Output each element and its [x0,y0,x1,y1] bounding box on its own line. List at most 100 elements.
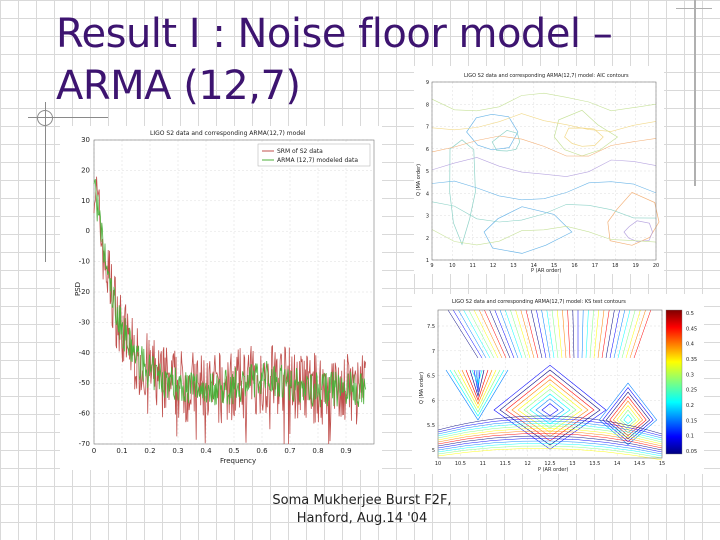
ks-contour-line [473,309,499,359]
ks-contour-line [463,309,491,359]
ks-contour-line [457,369,497,409]
ks-contour-line [447,309,479,359]
aic-contour-line [431,157,657,177]
psd-y-tick-label: -70 [79,440,90,448]
ks-ylabel: Q (MA order) [419,372,425,404]
aic-y-tick-label: 5 [426,169,429,175]
ks-contour-line [589,309,594,359]
aic-x-tick-label: 11 [470,263,476,269]
aic-contour-line [431,113,657,132]
decorative-right-tick [676,8,712,9]
slide-title: Result I : Noise floor model – ARMA (12,… [56,8,613,112]
ks-colorbar-tick-label: 0.1 [686,434,694,440]
ks-contour-line [617,309,631,359]
ks-contour-line [437,448,663,461]
ks-y-tick-label: 5.5 [427,423,435,429]
ks-colorbar-tick-label: 0.5 [686,311,694,317]
psd-chart-svg: LIGO S2 data and corresponding ARMA(12,7… [74,130,375,465]
ks-colorbar-tick-label: 0.3 [686,372,694,378]
psd-x-tick-label: 0.3 [172,447,183,455]
decorative-vertical-line [45,102,46,262]
aic-x-tick-label: 17 [592,263,598,269]
ks-x-tick-label: 11.5 [500,461,511,467]
psd-y-tick-label: 0 [86,227,90,235]
aic-chart-title: LIGO S2 data and corresponding ARMA(12,7… [464,73,629,79]
aic-contour-line [491,130,521,152]
psd-legend: SRM of S2 data ARMA (12,7) modeled data [257,143,371,167]
ks-contour-svg: LIGO S2 data and corresponding ARMA(12,7… [419,299,697,473]
ks-contour-line [609,396,647,436]
aic-contour-line [431,180,657,201]
ks-y-tick-label: 7.5 [427,324,435,330]
ks-contour-line [602,387,654,442]
aic-contour-line [466,113,519,151]
ks-contour-line [536,309,547,359]
aic-contour-line [449,139,476,246]
ks-contour-line [437,418,663,437]
ks-contour-line [581,309,584,359]
ks-plot-frame [437,309,663,459]
ks-colorbar [665,309,683,455]
slide-footer: Soma Mukherjee Burst F2F, Hanford, Aug.1… [252,492,472,528]
ks-contour-line [529,393,571,425]
decorative-right-line [694,0,696,186]
psd-y-tick-label: 10 [81,197,90,205]
psd-plot-frame [93,139,375,445]
ks-contour-line [437,435,663,451]
aic-x-tick-label: 16 [571,263,577,269]
aic-contour-line [623,220,653,242]
ks-contour-line [613,309,626,359]
psd-y-tick-label: -40 [79,349,90,357]
aic-ylabel: Q (MA order) [416,164,422,196]
ks-contour-line [515,309,531,359]
ks-colorbar-tick-label: 0.15 [686,418,697,424]
ks-contour-line [520,309,535,359]
ks-contour-line [453,369,501,413]
aic-contour-line [553,109,619,157]
aic-x-tick-label: 9 [430,263,433,269]
ks-contour-line [499,309,519,359]
ks-contour-line [562,309,567,359]
ks-contour-line [504,309,523,359]
ks-contour-line [475,369,479,389]
ks-contour-line [517,384,583,433]
slide-title-line2: ARMA (12,7) [56,63,301,109]
ks-contour-line [523,388,577,429]
ks-colorbar-tick-label: 0.25 [686,388,697,394]
aic-x-tick-label: 20 [653,263,659,269]
ks-x-tick-label: 13.5 [589,461,600,467]
aic-x-tick-label: 15 [551,263,557,269]
psd-x-tick-label: 0.8 [312,447,323,455]
psd-y-tick-label: -10 [79,258,90,266]
ks-contour-line [541,309,551,359]
aic-contour-chart: LIGO S2 data and corresponding ARMA(12,7… [414,66,664,274]
aic-y-tick-label: 3 [426,214,429,220]
ks-contour-line [585,309,589,359]
aic-contour-line [564,127,604,147]
ks-contour-line [612,400,644,433]
ks-contour-line [541,403,559,416]
ks-contour-line [437,440,663,455]
psd-x-tick-label: 0.7 [284,447,295,455]
ks-contour-line [629,309,646,359]
series-line-srm-data [93,176,366,445]
aic-contour-line [431,201,657,223]
aic-y-tick-label: 1 [426,258,429,264]
legend-label-model: ARMA (12,7) modeled data [277,157,358,164]
aic-contour-svg: LIGO S2 data and corresponding ARMA(12,7… [416,73,660,274]
ks-contour-line [625,309,641,359]
ks-contour-line [623,414,633,424]
aic-xlabel: P (AR order) [531,268,561,274]
ks-contour-line [445,369,509,421]
psd-x-tick-label: 0.2 [144,447,155,455]
ks-contour-line [609,309,620,359]
psd-xlabel: Frequency [220,457,256,465]
footer-line2: Hanford, Aug.14 '04 [296,511,428,526]
ks-contour-line [535,398,565,421]
aic-contour-line [483,206,573,254]
ks-x-tick-label: 12 [524,461,530,467]
ks-contour-line [437,428,663,445]
aic-x-tick-label: 18 [612,263,618,269]
psd-y-tick-label: -30 [79,318,90,326]
psd-y-tick-label: -60 [79,410,90,418]
